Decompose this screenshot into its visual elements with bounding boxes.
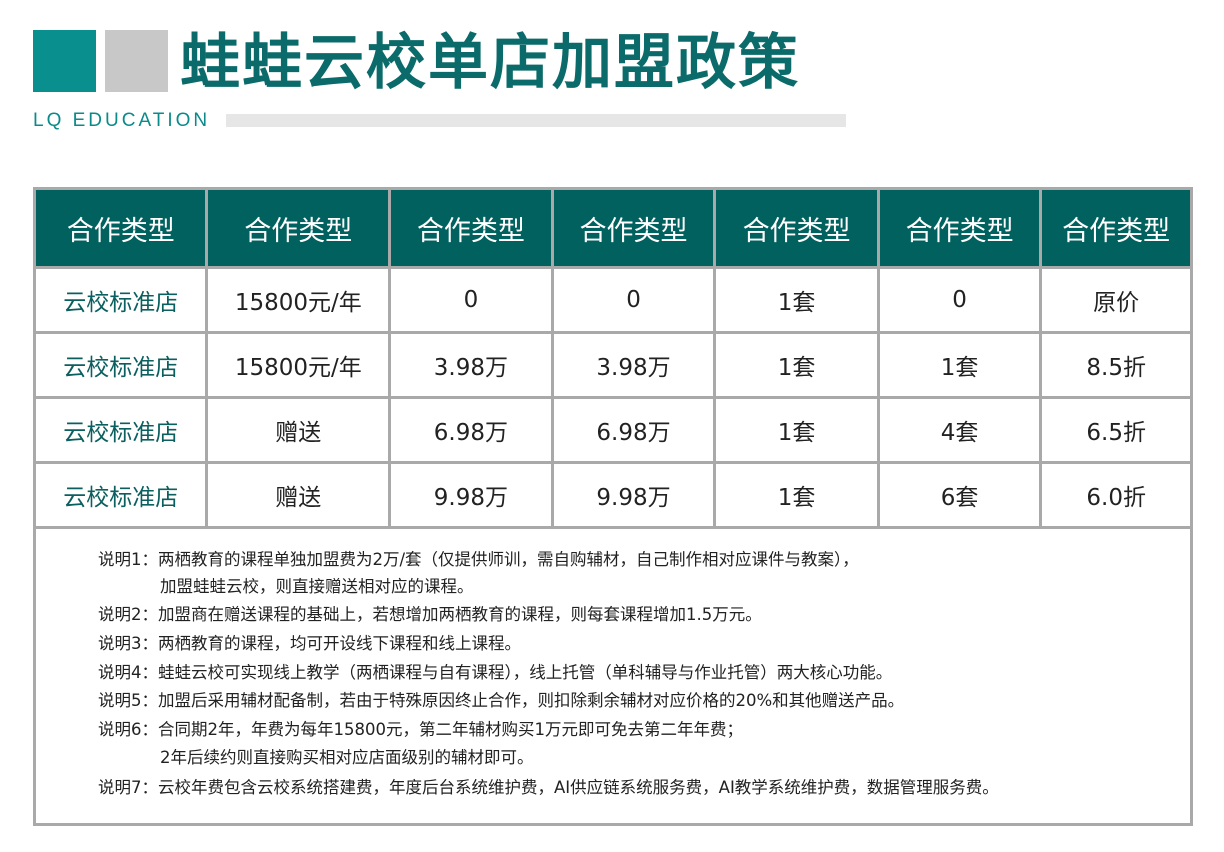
table-cell: 6.0折 xyxy=(1039,461,1193,529)
table-cell: 15800元/年 xyxy=(205,266,392,334)
table-cell: 云校标准店 xyxy=(32,396,209,464)
table-row: 云校标准店 15800元/年 3.98万 3.98万 1套 1套 8.5折 xyxy=(32,331,1193,399)
page-title: 蛙蛙云校单店加盟政策 xyxy=(180,28,800,98)
table-cell: 1套 xyxy=(713,331,880,399)
table-cell: 6.98万 xyxy=(388,396,554,464)
table-cell: 0 xyxy=(876,266,1043,334)
column-header: 合作类型 xyxy=(550,187,717,269)
table-cell: 赠送 xyxy=(205,461,392,529)
note-line: 2年后续约则直接购买相对应店面级别的辅材即可。 xyxy=(160,748,534,767)
table-cell: 云校标准店 xyxy=(32,266,209,334)
subtitle: LQ EDUCATION xyxy=(33,110,211,131)
note-line: 说明7：云校年费包含云校系统搭建费，年度后台系统维护费，AI供应链系统服务费，A… xyxy=(98,778,999,797)
table-cell: 0 xyxy=(388,266,554,334)
column-header: 合作类型 xyxy=(713,187,880,269)
table-cell: 9.98万 xyxy=(388,461,554,529)
note-line: 说明6：合同期2年，年费为每年15800元，第二年辅材购买1万元即可免去第二年年… xyxy=(98,720,743,739)
table-cell: 8.5折 xyxy=(1039,331,1193,399)
table-cell: 1套 xyxy=(713,396,880,464)
column-header: 合作类型 xyxy=(32,187,209,269)
notes-box: 说明1：两栖教育的课程单独加盟费为2万/套（仅提供师训，需自购辅材，自己制作相对… xyxy=(33,526,1193,826)
table-cell: 1套 xyxy=(713,266,880,334)
table-cell: 9.98万 xyxy=(550,461,717,529)
table-cell: 赠送 xyxy=(205,396,392,464)
column-header: 合作类型 xyxy=(205,187,392,269)
note-line: 说明3：两栖教育的课程，均可开设线下课程和线上课程。 xyxy=(98,634,521,653)
table-cell: 0 xyxy=(550,266,717,334)
note-line: 说明2：加盟商在赠送课程的基础上，若想增加两栖教育的课程，则每套课程增加1.5万… xyxy=(98,605,762,624)
table-cell: 15800元/年 xyxy=(205,331,392,399)
note-line: 说明4：蛙蛙云校可实现线上教学（两栖课程与自有课程），线上托管（单科辅导与作业托… xyxy=(98,663,893,682)
table-cell: 6.5折 xyxy=(1039,396,1193,464)
table-cell: 4套 xyxy=(876,396,1043,464)
table-cell: 云校标准店 xyxy=(32,331,209,399)
policy-table: 合作类型 合作类型 合作类型 合作类型 合作类型 合作类型 合作类型 云校标准店 15800元… xyxy=(32,187,1193,529)
column-header: 合作类型 xyxy=(876,187,1043,269)
header-row: 合作类型 合作类型 合作类型 合作类型 合作类型 合作类型 合作类型 xyxy=(32,187,1193,269)
table-row: 云校标准店 赠送 9.98万 9.98万 1套 6套 6.0折 xyxy=(32,461,1193,529)
table-cell: 6套 xyxy=(876,461,1043,529)
note-line: 说明1：两栖教育的课程单独加盟费为2万/套（仅提供师训，需自购辅材，自己制作相对… xyxy=(98,550,859,569)
table-cell: 6.98万 xyxy=(550,396,717,464)
table-row: 云校标准店 赠送 6.98万 6.98万 1套 4套 6.5折 xyxy=(32,396,1193,464)
table-cell: 云校标准店 xyxy=(32,461,209,529)
logo-square-gray xyxy=(105,30,168,92)
column-header: 合作类型 xyxy=(1039,187,1193,269)
table-row: 云校标准店 15800元/年 0 0 1套 0 原价 xyxy=(32,266,1193,334)
table-cell: 原价 xyxy=(1039,266,1193,334)
divider-bar xyxy=(226,114,846,127)
table-cell: 1套 xyxy=(713,461,880,529)
table-cell: 1套 xyxy=(876,331,1043,399)
note-line: 加盟蛙蛙云校，则直接赠送相对应的课程。 xyxy=(160,577,474,596)
note-line: 说明5：加盟后采用辅材配备制，若由于特殊原因终止合作，则扣除剩余辅材对应价格的2… xyxy=(98,691,905,710)
logo-square-teal xyxy=(33,30,96,92)
column-header: 合作类型 xyxy=(388,187,554,269)
table-cell: 3.98万 xyxy=(550,331,717,399)
table-cell: 3.98万 xyxy=(388,331,554,399)
